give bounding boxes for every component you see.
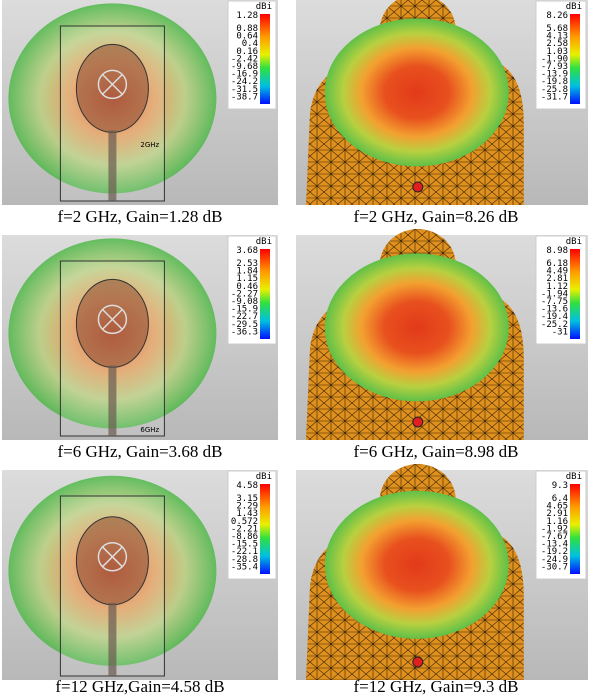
legend-tick: -36.3 — [231, 327, 258, 337]
panel: dBi4.583.152.291.430.572-2.21-8.86-15.5-… — [2, 470, 278, 680]
legend-tick: 3.68 — [236, 246, 258, 256]
legend-tick: 8.98 — [546, 246, 568, 256]
radiation-pattern — [325, 253, 509, 401]
legend-unit: dBi — [566, 2, 582, 12]
radiation-pattern — [325, 18, 509, 166]
feed-line — [108, 130, 116, 201]
colorbar — [570, 249, 580, 339]
legend-tick: -31.7 — [541, 92, 568, 102]
legend-unit: dBi — [256, 237, 272, 247]
legend-tick: -38.7 — [231, 92, 258, 102]
legend-unit: dBi — [566, 472, 582, 482]
panel: 2GHzdBi1.280.880.640.40.16-2.42-9.68-16.… — [2, 0, 278, 205]
panel: 6GHzdBi3.682.531.841.150.46-2.27-9.08-15… — [2, 235, 278, 440]
colorbar — [570, 484, 580, 574]
frequency-label: 2GHz — [140, 141, 159, 149]
figure: 2GHzdBi1.280.880.640.40.16-2.42-9.68-16.… — [0, 0, 591, 700]
radiation-pattern — [325, 491, 509, 639]
legend-tick: -31 — [552, 327, 568, 337]
antenna-feed — [413, 657, 423, 667]
legend-tick: 1.28 — [236, 11, 258, 21]
patch — [76, 279, 148, 367]
legend-tick: 4.58 — [236, 481, 258, 491]
caption: f=6 GHz, Gain=8.98 dB — [353, 442, 518, 461]
colorbar — [260, 249, 270, 339]
caption: f=2 GHz, Gain=1.28 dB — [57, 207, 222, 226]
feed-line — [108, 603, 116, 676]
legend-unit: dBi — [256, 2, 272, 12]
legend-tick: 9.3 — [552, 481, 568, 491]
colorbar — [260, 484, 270, 574]
colorbar — [260, 14, 270, 104]
caption: f=12 GHz, Gain=9.3 dB — [353, 677, 518, 696]
caption: f=12 GHz,Gain=4.58 dB — [55, 677, 224, 696]
patch — [76, 517, 148, 605]
antenna-feed — [413, 417, 423, 427]
legend-tick: -30.7 — [541, 562, 568, 572]
panel: dBi9.36.44.652.911.16-1.92-7.67-13.4-19.… — [296, 464, 588, 680]
patch — [76, 44, 148, 132]
legend-tick: -35.4 — [231, 562, 258, 572]
feed-line — [108, 365, 116, 436]
colorbar — [570, 14, 580, 104]
legend-unit: dBi — [256, 472, 272, 482]
caption: f=6 GHz, Gain=3.68 dB — [57, 442, 222, 461]
panel: dBi8.265.684.132.581.03-1.90-7.93-13.9-1… — [296, 0, 588, 205]
legend-unit: dBi — [566, 237, 582, 247]
legend-tick: 8.26 — [546, 11, 568, 21]
frequency-label: 6GHz — [140, 426, 159, 434]
panel: dBi8.986.184.492.811.12-1.94-7.75-13.6-1… — [296, 229, 588, 440]
antenna-feed — [413, 182, 423, 192]
caption: f=2 GHz, Gain=8.26 dB — [353, 207, 518, 226]
